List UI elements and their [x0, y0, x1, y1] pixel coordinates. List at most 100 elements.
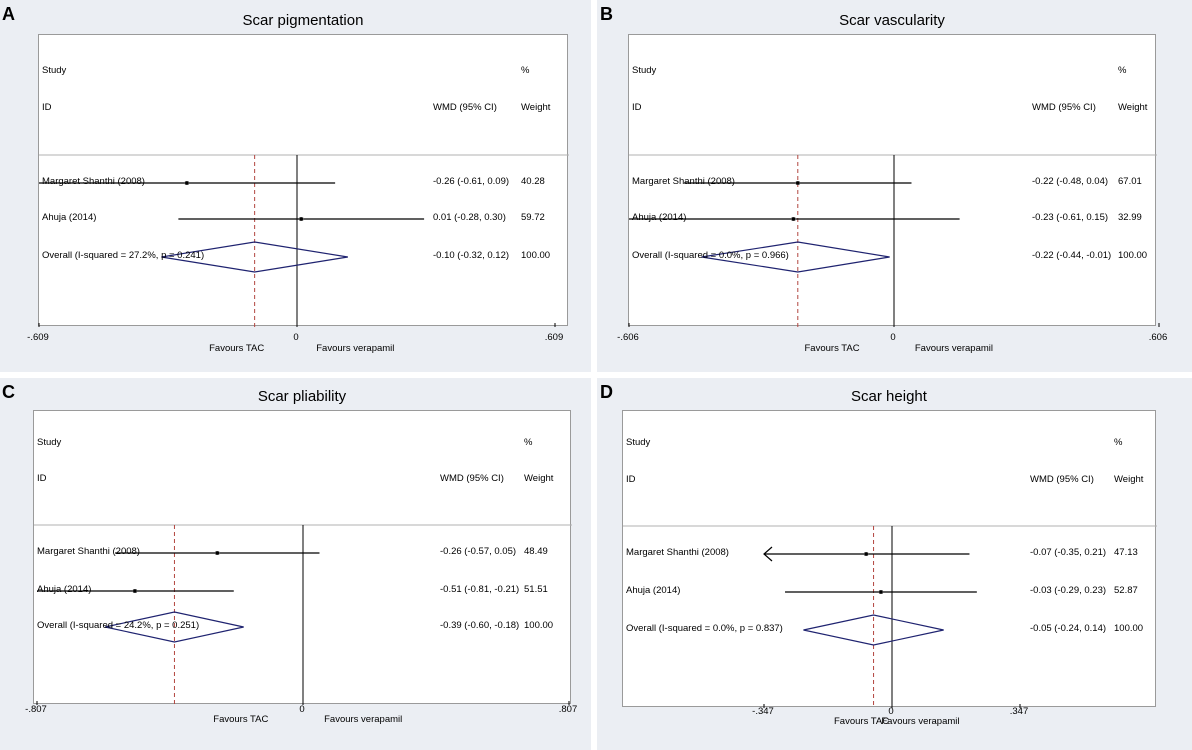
overall-effect: -0.05 (-0.24, 0.14) [1030, 623, 1107, 634]
favours-left-label: Favours TAC [804, 343, 860, 354]
plot-area [38, 34, 569, 327]
overall-weight: 100.00 [521, 250, 551, 261]
study-effect: -0.23 (-0.61, 0.15) [1032, 212, 1109, 223]
point-estimate [299, 217, 304, 221]
x-tick-label: -.347 [752, 706, 774, 717]
panel-letter: D [600, 382, 613, 402]
overall-label: Overall (I-squared = 0.0%, p = 0.837) [626, 623, 783, 634]
study-label: Margaret Shanthi (2008) [37, 546, 140, 557]
overall-diamond [161, 241, 348, 273]
study-label: Ahuja (2014) [626, 585, 681, 596]
favours-right-label: Favours verapamil [316, 343, 395, 354]
study-effect: -0.03 (-0.29, 0.23) [1030, 585, 1107, 596]
header-effect: WMD (95% CI) [440, 473, 504, 484]
header-id: ID [42, 102, 52, 113]
study-label: Ahuja (2014) [632, 212, 687, 223]
x-tick-label: .807 [558, 704, 578, 715]
study-weight: 67.01 [1118, 176, 1142, 187]
study-weight: 59.72 [521, 212, 545, 223]
x-tick-label: .347 [1009, 706, 1029, 717]
header-weight-percent: % [1118, 65, 1127, 76]
study-weight: 40.28 [521, 176, 545, 187]
study-label: Ahuja (2014) [37, 584, 92, 595]
header-id: ID [626, 474, 636, 485]
x-tick-label: -.807 [25, 704, 47, 715]
study-effect: 0.01 (-0.28, 0.30) [433, 212, 506, 223]
chart-title: Scar height [851, 388, 927, 405]
header-id: ID [37, 473, 47, 484]
header-id: ID [632, 102, 642, 113]
header-effect: WMD (95% CI) [433, 102, 497, 113]
x-tick-label: 0 [890, 332, 896, 343]
header-weight: Weight [521, 102, 551, 113]
study-effect: -0.07 (-0.35, 0.21) [1030, 547, 1107, 558]
overall-diamond [803, 614, 944, 646]
point-estimate [795, 181, 800, 185]
x-tick-label: 0 [299, 704, 305, 715]
header-weight-percent: % [1114, 437, 1123, 448]
x-tick-label: .609 [544, 332, 564, 343]
x-tick-label: 0 [888, 706, 894, 717]
chart-title: Scar vascularity [839, 12, 945, 29]
point-estimate [879, 590, 883, 594]
overall-effect: -0.39 (-0.60, -0.18) [440, 620, 520, 631]
overall-effect: -0.10 (-0.32, 0.12) [433, 250, 510, 261]
overall-diamond [105, 611, 244, 643]
panel-letter: B [600, 4, 613, 24]
study-effect: -0.51 (-0.81, -0.21) [440, 584, 520, 595]
header-weight-percent: % [521, 65, 530, 76]
overall-weight: 100.00 [524, 620, 554, 631]
forest-plot-svg [34, 524, 572, 705]
favours-right-label: Favours verapamil [324, 714, 403, 725]
header-study: Study [37, 437, 62, 448]
header-weight-percent: % [524, 437, 533, 448]
overall-effect: -0.22 (-0.44, -0.01) [1032, 250, 1112, 261]
point-estimate [215, 551, 220, 555]
plot-area [622, 410, 1157, 708]
header-study: Study [632, 65, 657, 76]
favours-left-label: Favours TAC [209, 343, 265, 354]
study-weight: 48.49 [524, 546, 548, 557]
favours-left-label: Favours TAC [213, 714, 269, 725]
header-weight: Weight [1114, 474, 1144, 485]
study-weight: 47.13 [1114, 547, 1138, 558]
header-study: Study [42, 65, 67, 76]
plot-area [628, 34, 1160, 327]
forest-plot-svg [38, 154, 569, 327]
forest-plot-svg [628, 154, 1160, 327]
overall-weight: 100.00 [1114, 623, 1144, 634]
header-weight: Weight [524, 473, 554, 484]
plot-area [33, 410, 572, 705]
study-effect: -0.22 (-0.48, 0.04) [1032, 176, 1109, 187]
x-tick-label: .606 [1148, 332, 1168, 343]
favours-left-label: Favours TAC [834, 716, 890, 727]
favours-right-label: Favours verapamil [881, 716, 960, 727]
header-study: Study [626, 437, 651, 448]
study-label: Margaret Shanthi (2008) [632, 176, 735, 187]
overall-diamond [701, 241, 890, 273]
header-effect: WMD (95% CI) [1032, 102, 1096, 113]
header-effect: WMD (95% CI) [1030, 474, 1094, 485]
x-tick-label: 0 [293, 332, 299, 343]
panel-letter: C [2, 382, 15, 402]
favours-right-label: Favours verapamil [914, 343, 994, 354]
overall-label: Overall (I-squared = 0.0%, p = 0.966) [632, 250, 789, 261]
study-label: Margaret Shanthi (2008) [42, 176, 145, 187]
chart-title: Scar pigmentation [242, 12, 364, 29]
study-weight: 52.87 [1114, 585, 1138, 596]
ci-arrow-left [763, 546, 773, 562]
header-weight: Weight [1118, 102, 1148, 113]
chart-title: Scar pliability [257, 388, 347, 405]
study-label: Ahuja (2014) [42, 212, 97, 223]
study-weight: 32.99 [1118, 212, 1142, 223]
study-effect: -0.26 (-0.61, 0.09) [433, 176, 510, 187]
overall-weight: 100.00 [1118, 250, 1148, 261]
x-tick-label: -.606 [617, 332, 639, 343]
study-weight: 51.51 [524, 584, 548, 595]
point-estimate [864, 552, 868, 556]
panel-letter: A [2, 4, 15, 24]
study-effect: -0.26 (-0.57, 0.05) [440, 546, 517, 557]
study-label: Margaret Shanthi (2008) [626, 547, 729, 558]
point-estimate [133, 589, 137, 593]
overall-label: Overall (I-squared = 24.2%, p = 0.251) [37, 620, 200, 631]
